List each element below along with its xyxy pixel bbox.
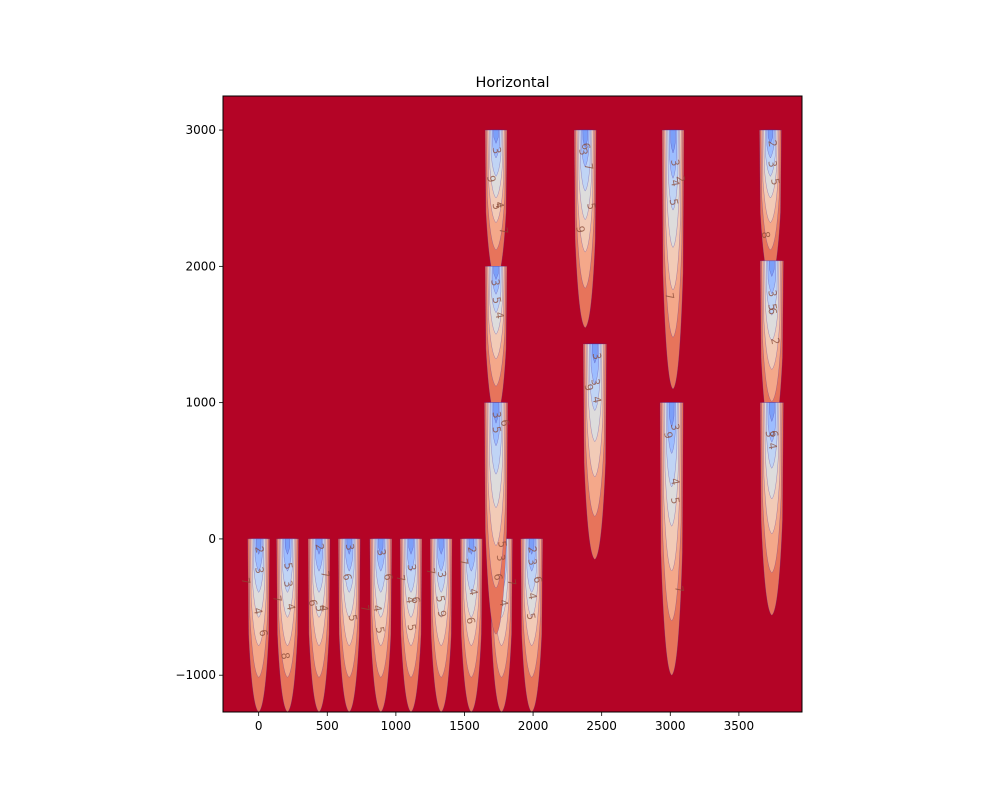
y-tick-label: −1000 xyxy=(175,668,216,682)
x-tick-label: 1000 xyxy=(381,719,412,733)
x-tick-label: 0 xyxy=(255,719,263,733)
x-tick-label: 2500 xyxy=(586,719,617,733)
y-tick-label: 3000 xyxy=(185,123,216,137)
x-tick-label: 2000 xyxy=(518,719,549,733)
x-tick-label: 3500 xyxy=(724,719,755,733)
x-tick-label: 1500 xyxy=(449,719,480,733)
y-tick-label: 1000 xyxy=(185,396,216,410)
chart-title: Horizontal xyxy=(475,75,549,91)
x-tick-label: 3000 xyxy=(655,719,686,733)
y-tick-label: 2000 xyxy=(185,259,216,273)
x-tick-label: 500 xyxy=(316,719,339,733)
y-tick-label: 0 xyxy=(208,532,216,546)
